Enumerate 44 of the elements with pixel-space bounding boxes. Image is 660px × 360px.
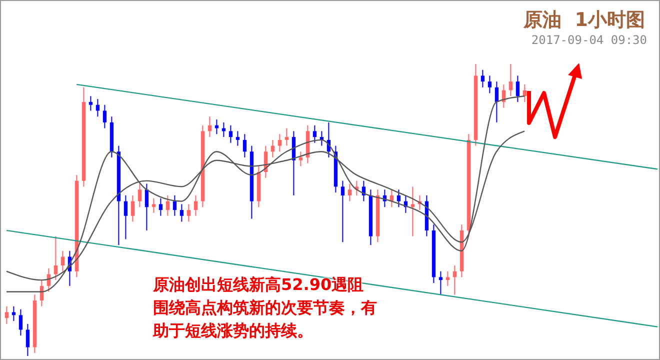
candlestick: [508, 64, 512, 97]
candlestick: [494, 81, 498, 123]
candlestick: [438, 270, 442, 296]
candlestick: [340, 180, 344, 243]
candlestick: [452, 264, 456, 296]
candlestick: [410, 186, 414, 237]
candlestick: [186, 204, 190, 222]
candlestick: [88, 96, 92, 112]
candlestick: [152, 198, 156, 214]
candlestick: [172, 194, 176, 216]
candlestick: [18, 308, 22, 336]
candlestick: [60, 250, 64, 272]
candlestick: [236, 130, 240, 146]
candlestick: [270, 139, 274, 158]
candlestick: [348, 183, 352, 202]
candlestick: [298, 151, 302, 167]
candlestick: [144, 183, 148, 231]
candlestick: [516, 75, 520, 102]
candlestick: [242, 134, 246, 158]
candlestick: [54, 236, 58, 281]
candlestick: [166, 194, 170, 216]
candlestick: [208, 116, 212, 138]
candlestick: [12, 306, 16, 322]
candlestick: [180, 204, 184, 222]
candlestick: [480, 69, 484, 88]
candlestick: [102, 104, 106, 129]
candlestick: [284, 128, 288, 146]
candlestick: [130, 194, 134, 222]
candlestick: [26, 323, 30, 356]
candlestick: [228, 124, 232, 144]
candlestick: [96, 98, 100, 118]
candlestick: [4, 306, 8, 324]
candlestick: [158, 198, 162, 216]
candlestick: [194, 194, 198, 216]
candlestick: [396, 189, 400, 208]
candlestick: [446, 270, 450, 286]
candlestick: [488, 75, 492, 94]
candlestick: [222, 122, 226, 138]
candlestick: [278, 134, 282, 152]
candlestick: [138, 183, 142, 208]
chart-title: 原油 1小时图: [524, 8, 645, 33]
chart-subtitle: 2017-09-04 09:30: [531, 33, 647, 47]
candlestick: [312, 124, 316, 144]
candlestick: [124, 194, 128, 240]
